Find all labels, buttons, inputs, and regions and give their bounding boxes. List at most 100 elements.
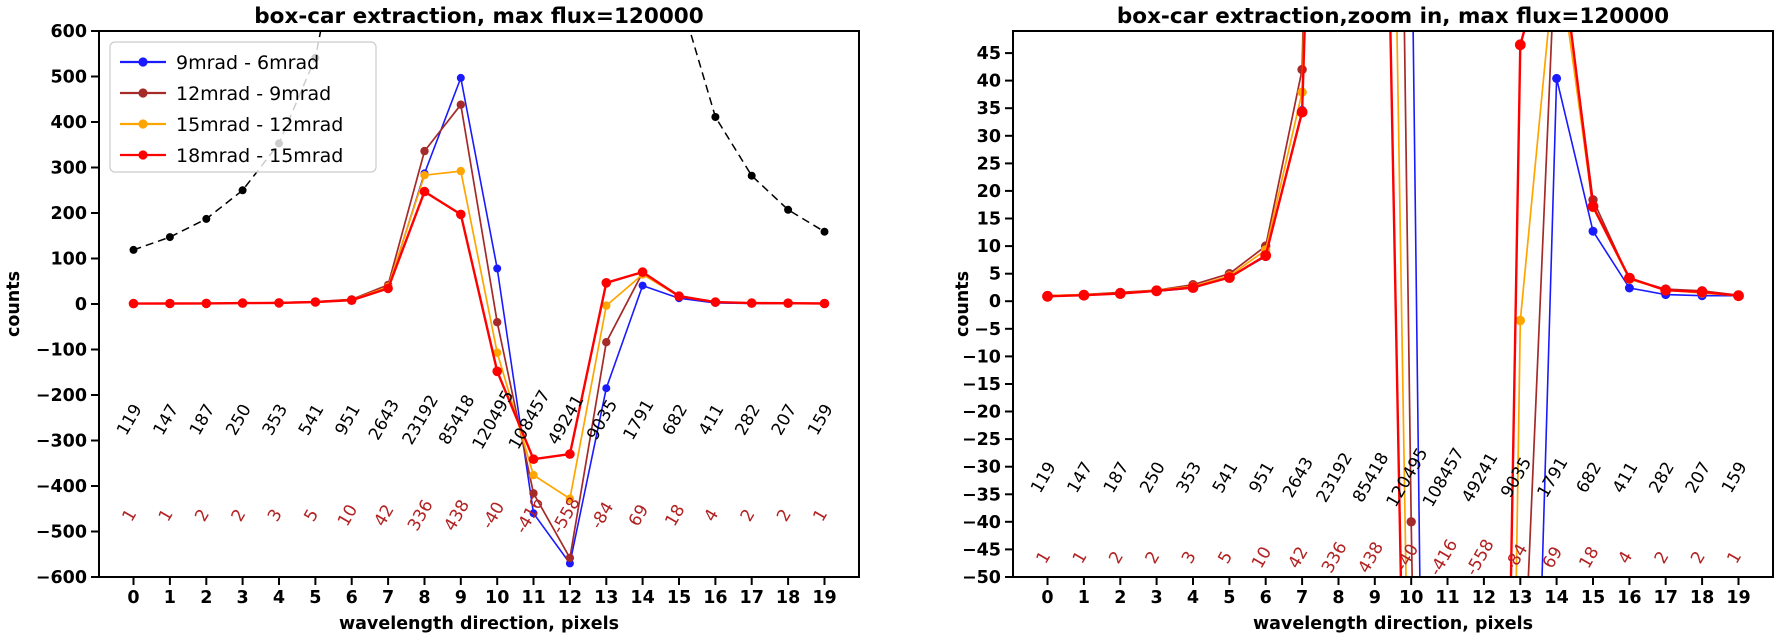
x-tick-label: 11 [1435, 588, 1459, 608]
y-tick-label: 40 [977, 72, 1001, 92]
data-point-marker [819, 298, 830, 309]
y-tick-label: 35 [977, 99, 1001, 119]
data-point-marker [1078, 289, 1090, 301]
x-tick-label: 2 [200, 588, 212, 608]
data-point-marker [710, 297, 721, 307]
x-tick-label: 8 [418, 588, 430, 608]
data-point-marker [1733, 290, 1744, 302]
left-chart-ylabel: counts [4, 271, 24, 337]
data-point-marker [784, 205, 793, 214]
data-point-marker [493, 318, 502, 327]
data-point-marker [1515, 315, 1526, 326]
y-tick-label: −20 [962, 403, 1001, 423]
y-tick-label: −300 [36, 432, 87, 452]
legend-entry-12mrad-9mrad: 12mrad - 9mrad [120, 83, 331, 105]
x-tick-label: 13 [594, 588, 618, 608]
left-chart-x-axis: 0 1 2 3 4 5 6 7 8 9 10 11 12 13 14 15 16 17 18 19 [127, 577, 837, 608]
legend-marker [138, 88, 148, 98]
data-point-marker [1224, 272, 1235, 283]
data-point-marker [637, 267, 648, 277]
data-point-marker [493, 348, 502, 357]
y-tick-label: 100 [50, 250, 87, 270]
y-tick-label: −30 [962, 458, 1001, 478]
x-tick-label: 5 [309, 588, 321, 608]
x-tick-label: 0 [127, 588, 139, 608]
x-tick-label: 14 [630, 588, 654, 608]
x-tick-label: 4 [273, 588, 285, 608]
data-point-marker [711, 113, 720, 121]
y-tick-label: −35 [962, 485, 1001, 505]
data-point-marker [747, 171, 756, 180]
data-point-marker [493, 264, 502, 273]
data-point-marker [346, 295, 357, 306]
left-chart-series-18mrad-15mrad [128, 186, 830, 465]
data-point-marker [237, 298, 248, 308]
left-chart-xlabel: wavelength direction, pixels [339, 614, 619, 634]
y-tick-label: −600 [36, 568, 87, 588]
y-tick-label: 300 [50, 159, 87, 179]
x-tick-label: 16 [1617, 588, 1641, 608]
x-tick-label: 3 [1151, 588, 1163, 608]
y-tick-label: 0 [989, 292, 1001, 312]
data-point-marker [565, 494, 575, 503]
x-tick-label: 6 [346, 588, 358, 608]
y-tick-label: 5 [989, 265, 1001, 285]
x-tick-label: 6 [1260, 588, 1272, 608]
data-point-marker [529, 489, 538, 498]
data-point-marker [1624, 283, 1634, 293]
data-point-marker [602, 338, 611, 347]
y-tick-label: 600 [50, 22, 87, 42]
data-point-marker [1187, 282, 1199, 293]
y-tick-label: −5 [974, 320, 1001, 340]
data-point-marker [1042, 290, 1053, 302]
left-chart-y-axis: −600 −500 −400 −300 −200 −100 0 100 200 300 400 500… [36, 22, 99, 588]
data-point-marker [1114, 288, 1126, 299]
data-point-marker [492, 366, 503, 377]
right-chart-ylabel: counts [953, 271, 973, 337]
x-tick-label: 7 [1296, 588, 1308, 608]
x-tick-label: 9 [455, 588, 467, 608]
data-point-marker [274, 298, 284, 308]
data-point-marker [310, 297, 321, 307]
x-tick-label: 17 [1654, 588, 1678, 608]
x-tick-label: 8 [1332, 588, 1344, 608]
legend-label: 9mrad - 6mrad [176, 52, 319, 74]
data-point-marker [456, 166, 465, 176]
legend-label: 15mrad - 12mrad [176, 114, 343, 136]
right-chart-title: box-car extraction,zoom in, max flux=120… [1117, 4, 1669, 29]
data-point-marker [383, 283, 393, 294]
legend-entry-18mrad-15mrad: 18mrad - 15mrad [120, 145, 343, 167]
data-point-marker [456, 73, 465, 82]
y-tick-label: −45 [962, 540, 1001, 560]
series-line [133, 190, 825, 461]
legend-label: 18mrad - 15mrad [176, 145, 343, 167]
y-tick-label: 30 [977, 127, 1001, 147]
data-point-marker [1588, 226, 1598, 236]
data-point-marker [419, 186, 430, 197]
data-point-marker [1660, 284, 1672, 296]
x-tick-label: 17 [740, 588, 764, 608]
x-tick-label: 9 [1369, 588, 1381, 608]
series-line [1047, 31, 1739, 577]
x-tick-label: 15 [1581, 588, 1605, 608]
data-point-marker [529, 509, 538, 518]
y-tick-label: −40 [962, 513, 1001, 533]
x-tick-label: 18 [776, 588, 800, 608]
y-tick-label: −400 [36, 477, 87, 497]
x-tick-label: 12 [1472, 588, 1496, 608]
x-tick-label: 11 [521, 588, 545, 608]
data-point-marker [601, 278, 612, 288]
data-point-marker [1260, 250, 1272, 261]
data-point-marker [456, 209, 466, 220]
data-point-marker [128, 298, 139, 309]
x-tick-label: 14 [1544, 588, 1568, 608]
data-point-marker [820, 227, 829, 236]
y-tick-label: 0 [75, 295, 87, 315]
data-point-marker [602, 301, 611, 310]
right-chart-xlabel: wavelength direction, pixels [1253, 614, 1533, 634]
x-tick-label: 15 [667, 588, 691, 608]
data-point-marker [638, 281, 647, 290]
legend-marker [138, 150, 148, 160]
data-point-marker [129, 245, 138, 254]
left-chart-title: box-car extraction, max flux=120000 [254, 4, 703, 29]
